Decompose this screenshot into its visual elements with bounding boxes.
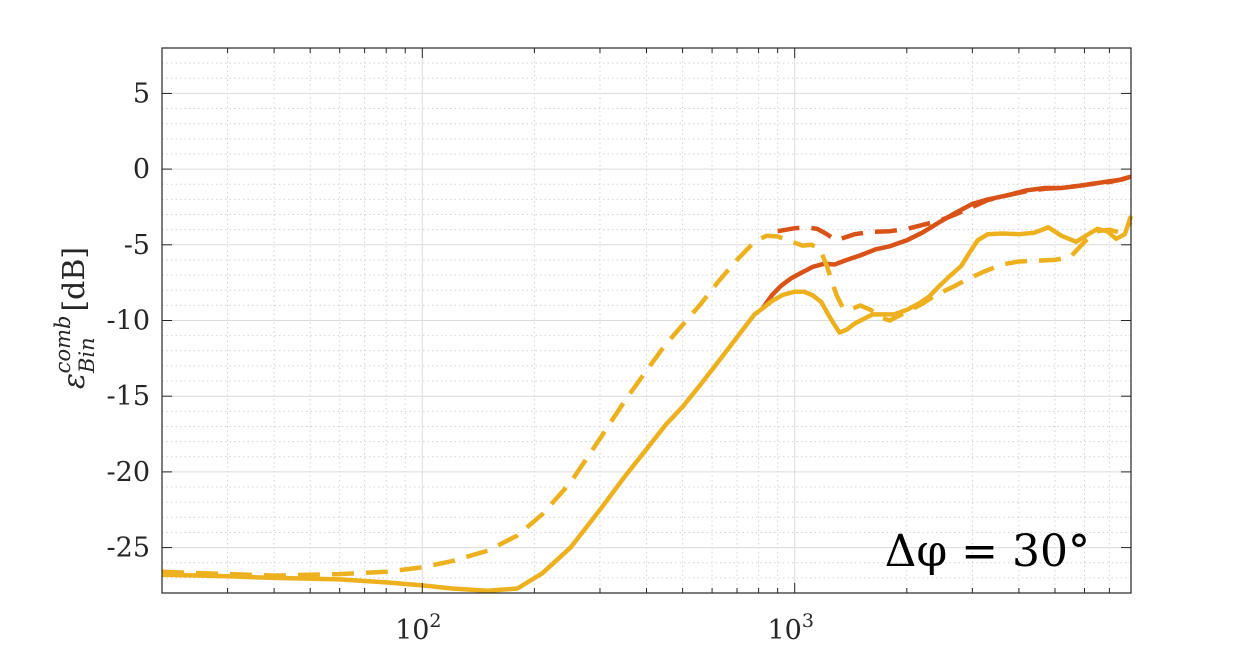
minor-grid	[161, 47, 1132, 594]
y-tick-label: -25	[107, 533, 150, 564]
y-label-base: ε	[57, 373, 92, 389]
y-label-sub: Bin	[75, 337, 99, 374]
y-label-unit: [dB]	[57, 247, 92, 312]
x-tick-label: 102	[395, 610, 441, 646]
y-tick-label: 0	[133, 154, 150, 185]
y-tick-label: -10	[107, 306, 150, 337]
series-line-4-dashed	[161, 220, 1133, 578]
y-label-sup: comb	[51, 316, 75, 374]
y-tick-labels: 5 0 -5 -10 -15 -20 -25	[107, 78, 150, 563]
x-tick-labels: 102 103	[395, 610, 814, 646]
series-line-3-solid	[161, 215, 1134, 593]
x-tick-label: 103	[767, 610, 813, 646]
y-tick-label: -5	[124, 230, 150, 261]
ticks	[161, 48, 1132, 593]
series-line-2-dashed	[777, 174, 1132, 243]
series-group	[161, 174, 1134, 593]
y-tick-label: -20	[107, 457, 150, 488]
major-grid	[162, 48, 1131, 593]
delta-phi-annotation: Δφ = 30°	[885, 526, 1090, 577]
y-tick-label: -15	[107, 381, 150, 412]
y-tick-label: 5	[133, 78, 150, 109]
y-axis-label: εBincomb [dB]	[51, 247, 99, 389]
